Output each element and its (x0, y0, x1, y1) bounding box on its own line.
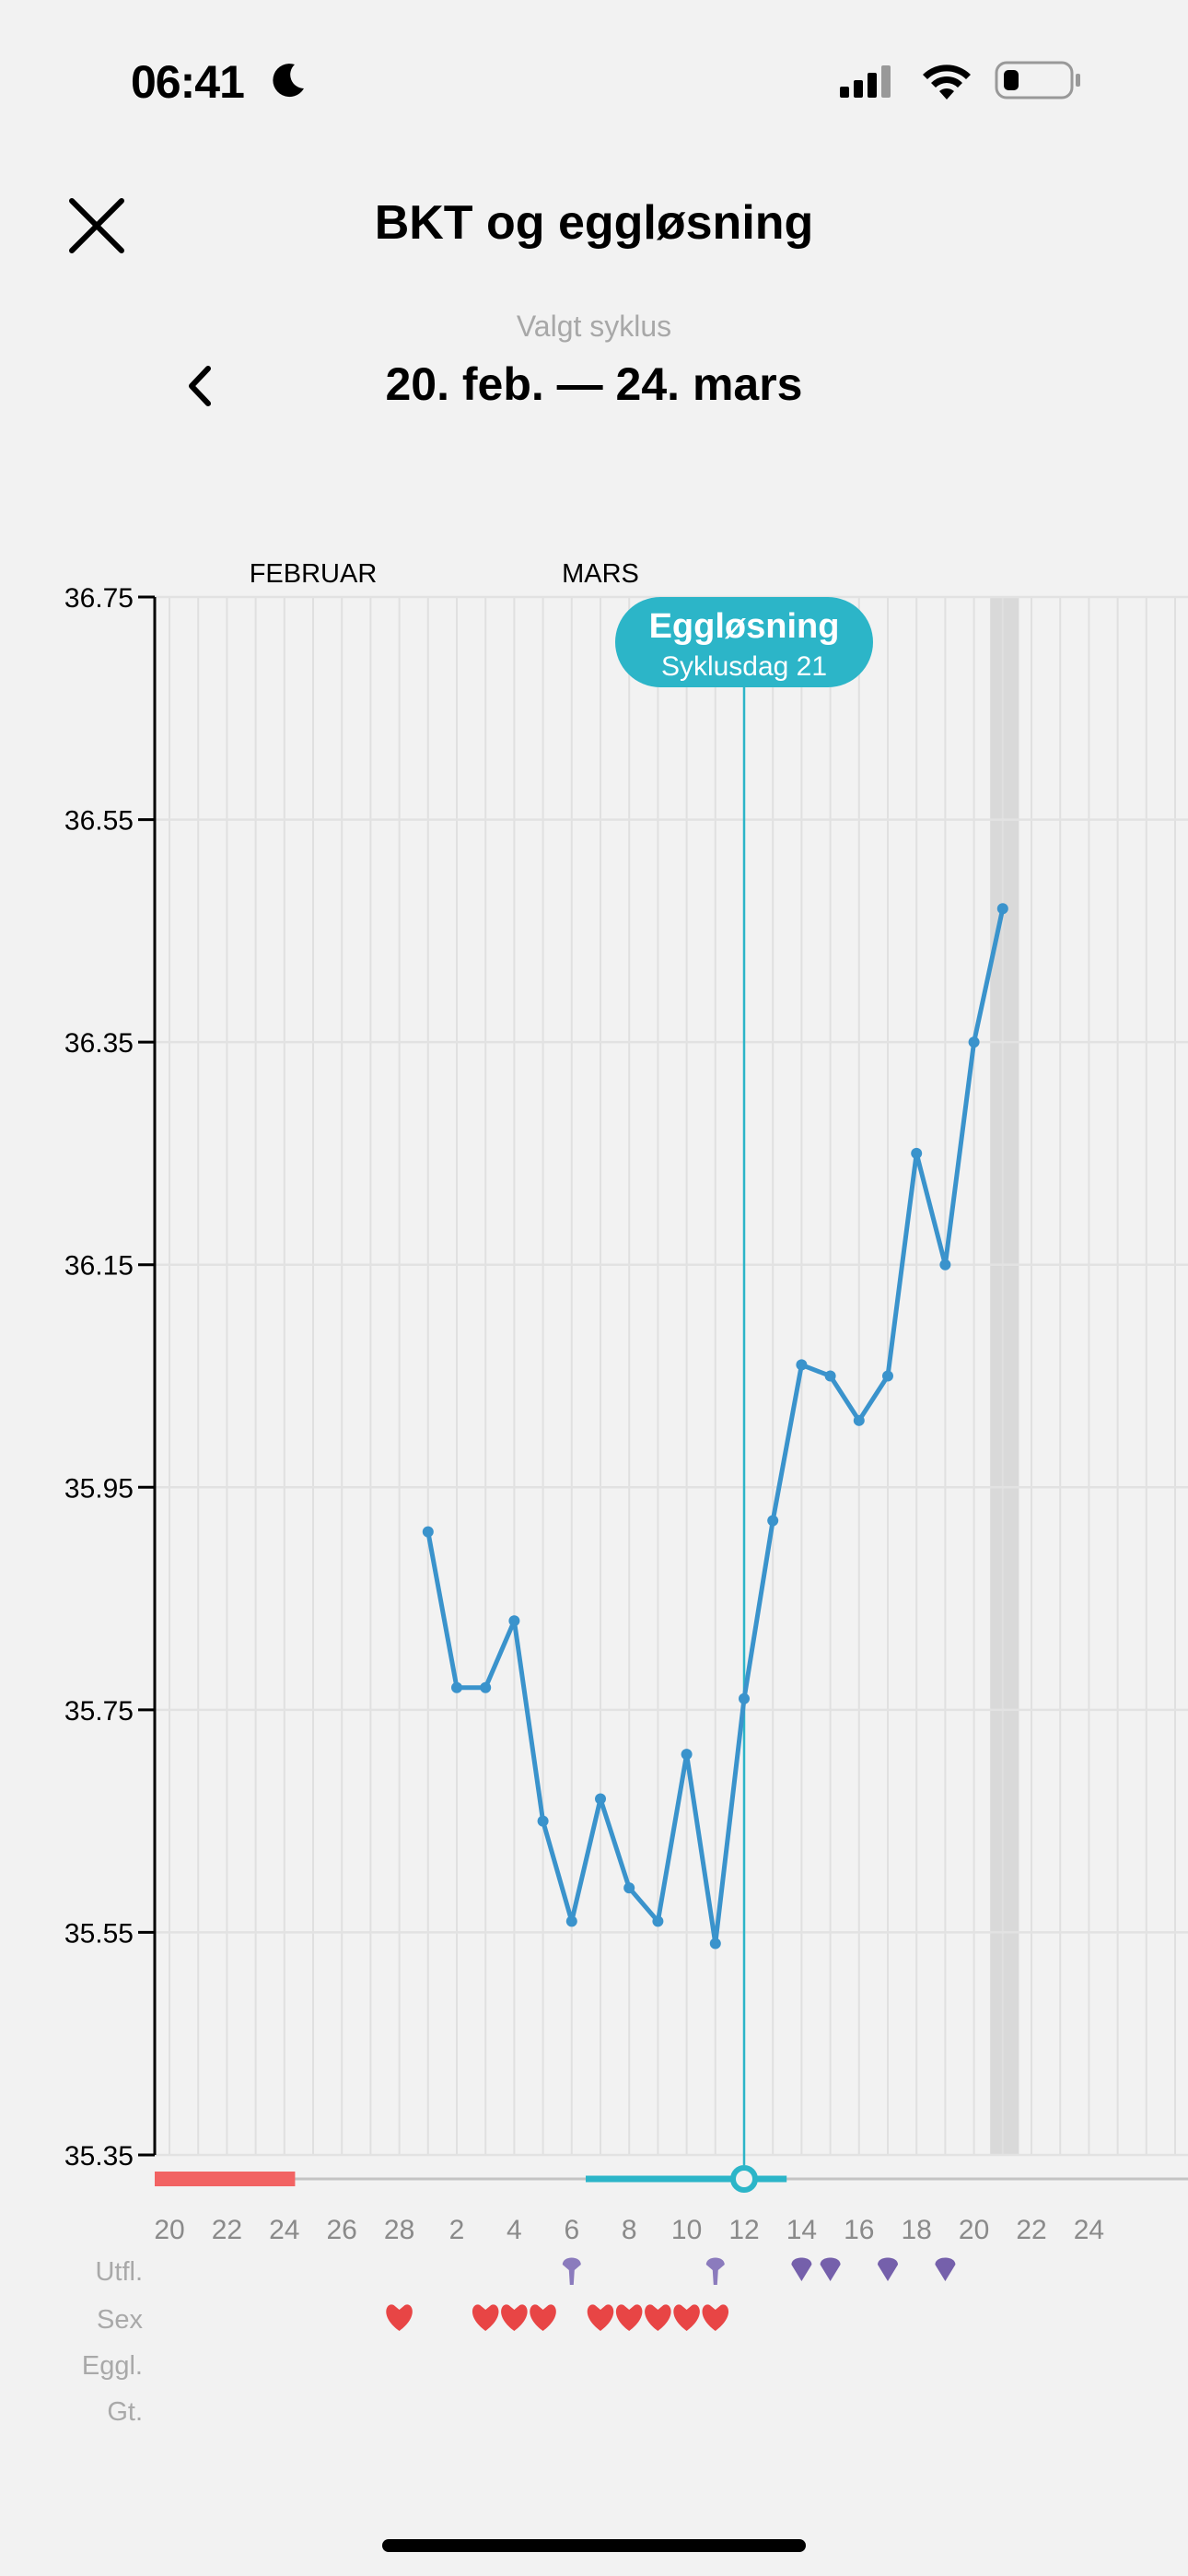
y-tick-label: 36.15 (64, 1251, 134, 1282)
wifi-icon (923, 64, 971, 100)
x-tick-label: 16 (844, 2215, 874, 2245)
y-tick-label: 36.55 (64, 806, 134, 837)
x-tick-label: 6 (564, 2215, 579, 2245)
temperature-point (968, 1036, 980, 1048)
x-tick-label: 24 (269, 2215, 299, 2245)
temperature-point (796, 1359, 808, 1371)
x-tick-label: 4 (507, 2215, 522, 2245)
heart-icon (386, 2304, 413, 2331)
moon-icon (273, 64, 304, 98)
heart-icon (615, 2304, 643, 2331)
cellular-signal-icon (840, 65, 891, 98)
y-tick-label: 36.35 (64, 1028, 134, 1059)
x-tick-label: 8 (622, 2215, 637, 2245)
temperature-point (824, 1370, 836, 1382)
month-label: MARS (562, 559, 639, 589)
x-tick-label: 28 (384, 2215, 414, 2245)
y-tick-label: 35.95 (64, 1473, 134, 1504)
discharge-drop-icon (705, 2257, 725, 2285)
temperature-point (681, 1749, 693, 1761)
y-tick-label: 35.75 (64, 1696, 134, 1727)
heart-icon (472, 2304, 499, 2331)
temperature-point (480, 1681, 492, 1693)
home-indicator (382, 2539, 806, 2552)
today-band (990, 597, 1019, 2155)
cycle-range: 20. feb. — 24. mars (385, 358, 803, 410)
discharge-drop-icon (820, 2257, 841, 2281)
temperature-point (853, 1414, 865, 1426)
heart-icon (645, 2304, 671, 2331)
temperature-point (739, 1692, 750, 1704)
page-title: BKT og eggløsning (374, 196, 814, 250)
heart-icon (673, 2304, 700, 2331)
x-tick-label: 2 (449, 2215, 465, 2245)
temperature-point (422, 1526, 434, 1538)
bbt-chart[interactable]: 36.75 36.55 36.35 36.15 35.95 35.75 35.55 35.35… (0, 0, 1188, 2488)
x-tick-label: 20 (154, 2215, 184, 2245)
discharge-drop-icon (935, 2257, 956, 2281)
x-tick-label: 10 (671, 2215, 702, 2245)
x-tick-label: 26 (327, 2215, 357, 2245)
x-tick-label: 24 (1074, 2215, 1104, 2245)
temperature-point (939, 1259, 951, 1270)
temperature-point (767, 1515, 779, 1527)
row-label: Sex (97, 2305, 143, 2335)
discharge-drop-icon (878, 2257, 898, 2281)
discharge-drop-icon (562, 2257, 581, 2285)
x-tick-label: 18 (902, 2215, 932, 2245)
temperature-point (996, 903, 1008, 915)
status-time: 06:41 (131, 56, 245, 108)
x-tick-label: 14 (786, 2215, 817, 2245)
temperature-point (451, 1681, 462, 1693)
discharge-drop-icon (791, 2257, 812, 2281)
temperature-point (565, 1915, 577, 1927)
temperature-point (508, 1615, 520, 1627)
temperature-point (623, 1882, 635, 1894)
ovulation-subtitle: Syklusdag 21 (661, 651, 827, 682)
ovulation-tooltip (615, 597, 873, 687)
row-label: Gt. (107, 2397, 143, 2427)
heart-icon (587, 2304, 614, 2331)
chevron-left-icon[interactable] (184, 365, 215, 407)
y-tick-label: 36.75 (64, 583, 134, 614)
cycle-label: Valgt syklus (516, 310, 672, 343)
ovulation-title: Eggløsning (649, 607, 840, 646)
temperature-point (537, 1815, 549, 1827)
period-bar (155, 2172, 296, 2186)
temperature-point (882, 1370, 893, 1382)
temperature-point (911, 1147, 923, 1159)
x-tick-label: 22 (1016, 2215, 1046, 2245)
y-tick-label: 35.35 (64, 2141, 134, 2172)
row-label: Utfl. (95, 2257, 143, 2287)
ovulation-marker (730, 2165, 758, 2193)
battery-low-icon (995, 61, 1080, 100)
heart-icon (501, 2304, 528, 2331)
month-label: FEBRUAR (250, 559, 378, 589)
temperature-point (595, 1793, 606, 1805)
close-icon[interactable] (66, 195, 127, 256)
temperature-point (652, 1915, 664, 1927)
x-tick-label: 20 (959, 2215, 989, 2245)
heart-icon (530, 2304, 556, 2331)
heart-icon (702, 2304, 729, 2331)
x-tick-label: 22 (212, 2215, 242, 2245)
row-label: Eggl. (82, 2351, 143, 2381)
y-tick-label: 35.55 (64, 1918, 134, 1949)
x-tick-label: 12 (728, 2215, 759, 2245)
temperature-point (709, 1938, 721, 1950)
